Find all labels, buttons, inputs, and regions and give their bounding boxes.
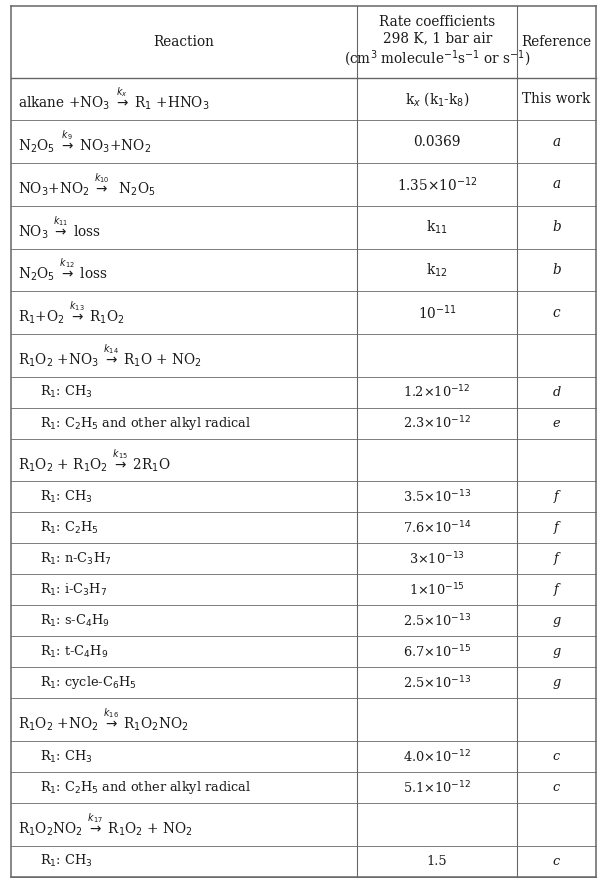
Text: 5.1$\times$10$^{-12}$: 5.1$\times$10$^{-12}$ bbox=[403, 780, 471, 796]
Text: R$_1$: s-C$_4$H$_9$: R$_1$: s-C$_4$H$_9$ bbox=[40, 613, 110, 629]
Text: f: f bbox=[554, 491, 559, 504]
Text: 6.7$\times$10$^{-15}$: 6.7$\times$10$^{-15}$ bbox=[403, 644, 471, 660]
Text: d: d bbox=[552, 385, 561, 399]
Text: This work: This work bbox=[522, 92, 591, 106]
Text: Reference: Reference bbox=[522, 34, 592, 49]
Text: R$_1$O$_2$NO$_2$ $\overset{k_{17}}{\rightarrow}$ R$_1$O$_2$ + NO$_2$: R$_1$O$_2$NO$_2$ $\overset{k_{17}}{\righ… bbox=[18, 812, 193, 838]
Text: 3$\times$10$^{-13}$: 3$\times$10$^{-13}$ bbox=[409, 551, 465, 568]
Text: N$_2$O$_5$ $\overset{k_{12}}{\rightarrow}$ loss: N$_2$O$_5$ $\overset{k_{12}}{\rightarrow… bbox=[18, 256, 107, 284]
Text: f: f bbox=[554, 583, 559, 597]
Text: c: c bbox=[553, 306, 560, 320]
Text: R$_1$: C$_2$H$_5$ and other alkyl radical: R$_1$: C$_2$H$_5$ and other alkyl radica… bbox=[40, 779, 251, 796]
Text: R$_1$: C$_2$H$_5$ and other alkyl radical: R$_1$: C$_2$H$_5$ and other alkyl radica… bbox=[40, 415, 251, 431]
Text: k$_{11}$: k$_{11}$ bbox=[426, 218, 448, 236]
Text: 10$^{-11}$: 10$^{-11}$ bbox=[418, 303, 456, 322]
Text: R$_1$O$_2$ + R$_1$O$_2$ $\overset{k_{15}}{\rightarrow}$ 2R$_1$O: R$_1$O$_2$ + R$_1$O$_2$ $\overset{k_{15}… bbox=[18, 446, 171, 474]
Text: 7.6$\times$10$^{-14}$: 7.6$\times$10$^{-14}$ bbox=[403, 520, 472, 537]
Text: 1.35$\times$10$^{-12}$: 1.35$\times$10$^{-12}$ bbox=[397, 175, 478, 194]
Text: g: g bbox=[552, 614, 561, 628]
Text: R$_1$: i-C$_3$H$_7$: R$_1$: i-C$_3$H$_7$ bbox=[40, 582, 107, 598]
Text: k$_{12}$: k$_{12}$ bbox=[426, 261, 448, 278]
Text: N$_2$O$_5$ $\overset{k_9}{\rightarrow}$ NO$_3$+NO$_2$: N$_2$O$_5$ $\overset{k_9}{\rightarrow}$ … bbox=[18, 128, 151, 156]
Text: c: c bbox=[553, 751, 560, 763]
Text: R$_1$: C$_2$H$_5$: R$_1$: C$_2$H$_5$ bbox=[40, 520, 98, 536]
Text: 0.0369: 0.0369 bbox=[414, 134, 461, 149]
Text: R$_1$: t-C$_4$H$_9$: R$_1$: t-C$_4$H$_9$ bbox=[40, 644, 108, 660]
Text: Reaction: Reaction bbox=[154, 34, 214, 49]
Text: R$_1$O$_2$ +NO$_2$ $\overset{k_{16}}{\rightarrow}$ R$_1$O$_2$NO$_2$: R$_1$O$_2$ +NO$_2$ $\overset{k_{16}}{\ri… bbox=[18, 706, 189, 734]
Text: e: e bbox=[553, 416, 560, 430]
Text: 2.5$\times$10$^{-13}$: 2.5$\times$10$^{-13}$ bbox=[403, 613, 471, 629]
Text: 2.3$\times$10$^{-12}$: 2.3$\times$10$^{-12}$ bbox=[403, 415, 471, 431]
Text: f: f bbox=[554, 522, 559, 535]
Text: 1.2$\times$10$^{-12}$: 1.2$\times$10$^{-12}$ bbox=[403, 384, 471, 400]
Text: a: a bbox=[552, 134, 561, 149]
Text: c: c bbox=[553, 781, 560, 794]
Text: R$_1$: CH$_3$: R$_1$: CH$_3$ bbox=[40, 853, 92, 870]
Text: b: b bbox=[552, 263, 561, 277]
Text: b: b bbox=[552, 220, 561, 234]
Text: NO$_3$+NO$_2$ $\overset{k_{10}}{\rightarrow}$  N$_2$O$_5$: NO$_3$+NO$_2$ $\overset{k_{10}}{\rightar… bbox=[18, 171, 156, 198]
Text: Rate coefficients
298 K, 1 bar air
(cm$^3$ molecule$^{-1}$s$^{-1}$ or s$^{-1}$): Rate coefficients 298 K, 1 bar air (cm$^… bbox=[344, 15, 531, 69]
Text: k$_x$ (k$_1$-k$_8$): k$_x$ (k$_1$-k$_8$) bbox=[405, 90, 470, 108]
Text: R$_1$: CH$_3$: R$_1$: CH$_3$ bbox=[40, 489, 92, 505]
Text: NO$_3$ $\overset{k_{11}}{\rightarrow}$ loss: NO$_3$ $\overset{k_{11}}{\rightarrow}$ l… bbox=[18, 214, 101, 240]
Text: 2.5$\times$10$^{-13}$: 2.5$\times$10$^{-13}$ bbox=[403, 674, 471, 691]
Text: g: g bbox=[552, 645, 561, 659]
Text: R$_1$: CH$_3$: R$_1$: CH$_3$ bbox=[40, 749, 92, 765]
Text: R$_1$+O$_2$ $\overset{k_{13}}{\rightarrow}$ R$_1$O$_2$: R$_1$+O$_2$ $\overset{k_{13}}{\rightarro… bbox=[18, 299, 125, 326]
Text: alkane +NO$_3$ $\overset{k_x}{\rightarrow}$ R$_1$ +HNO$_3$: alkane +NO$_3$ $\overset{k_x}{\rightarro… bbox=[18, 86, 210, 112]
Text: R$_1$O$_2$ +NO$_3$ $\overset{k_{14}}{\rightarrow}$ R$_1$O + NO$_2$: R$_1$O$_2$ +NO$_3$ $\overset{k_{14}}{\ri… bbox=[18, 342, 202, 369]
Text: f: f bbox=[554, 552, 559, 566]
Text: g: g bbox=[552, 676, 561, 690]
Text: R$_1$: cycle-C$_6$H$_5$: R$_1$: cycle-C$_6$H$_5$ bbox=[40, 674, 136, 691]
Text: 3.5$\times$10$^{-13}$: 3.5$\times$10$^{-13}$ bbox=[403, 489, 471, 506]
Text: 4.0$\times$10$^{-12}$: 4.0$\times$10$^{-12}$ bbox=[403, 749, 471, 765]
Text: R$_1$: CH$_3$: R$_1$: CH$_3$ bbox=[40, 385, 92, 400]
Text: c: c bbox=[553, 855, 560, 868]
Text: R$_1$: n-C$_3$H$_7$: R$_1$: n-C$_3$H$_7$ bbox=[40, 551, 111, 567]
Text: 1$\times$10$^{-15}$: 1$\times$10$^{-15}$ bbox=[409, 582, 465, 598]
Text: 1.5: 1.5 bbox=[427, 855, 447, 868]
Text: a: a bbox=[552, 178, 561, 192]
